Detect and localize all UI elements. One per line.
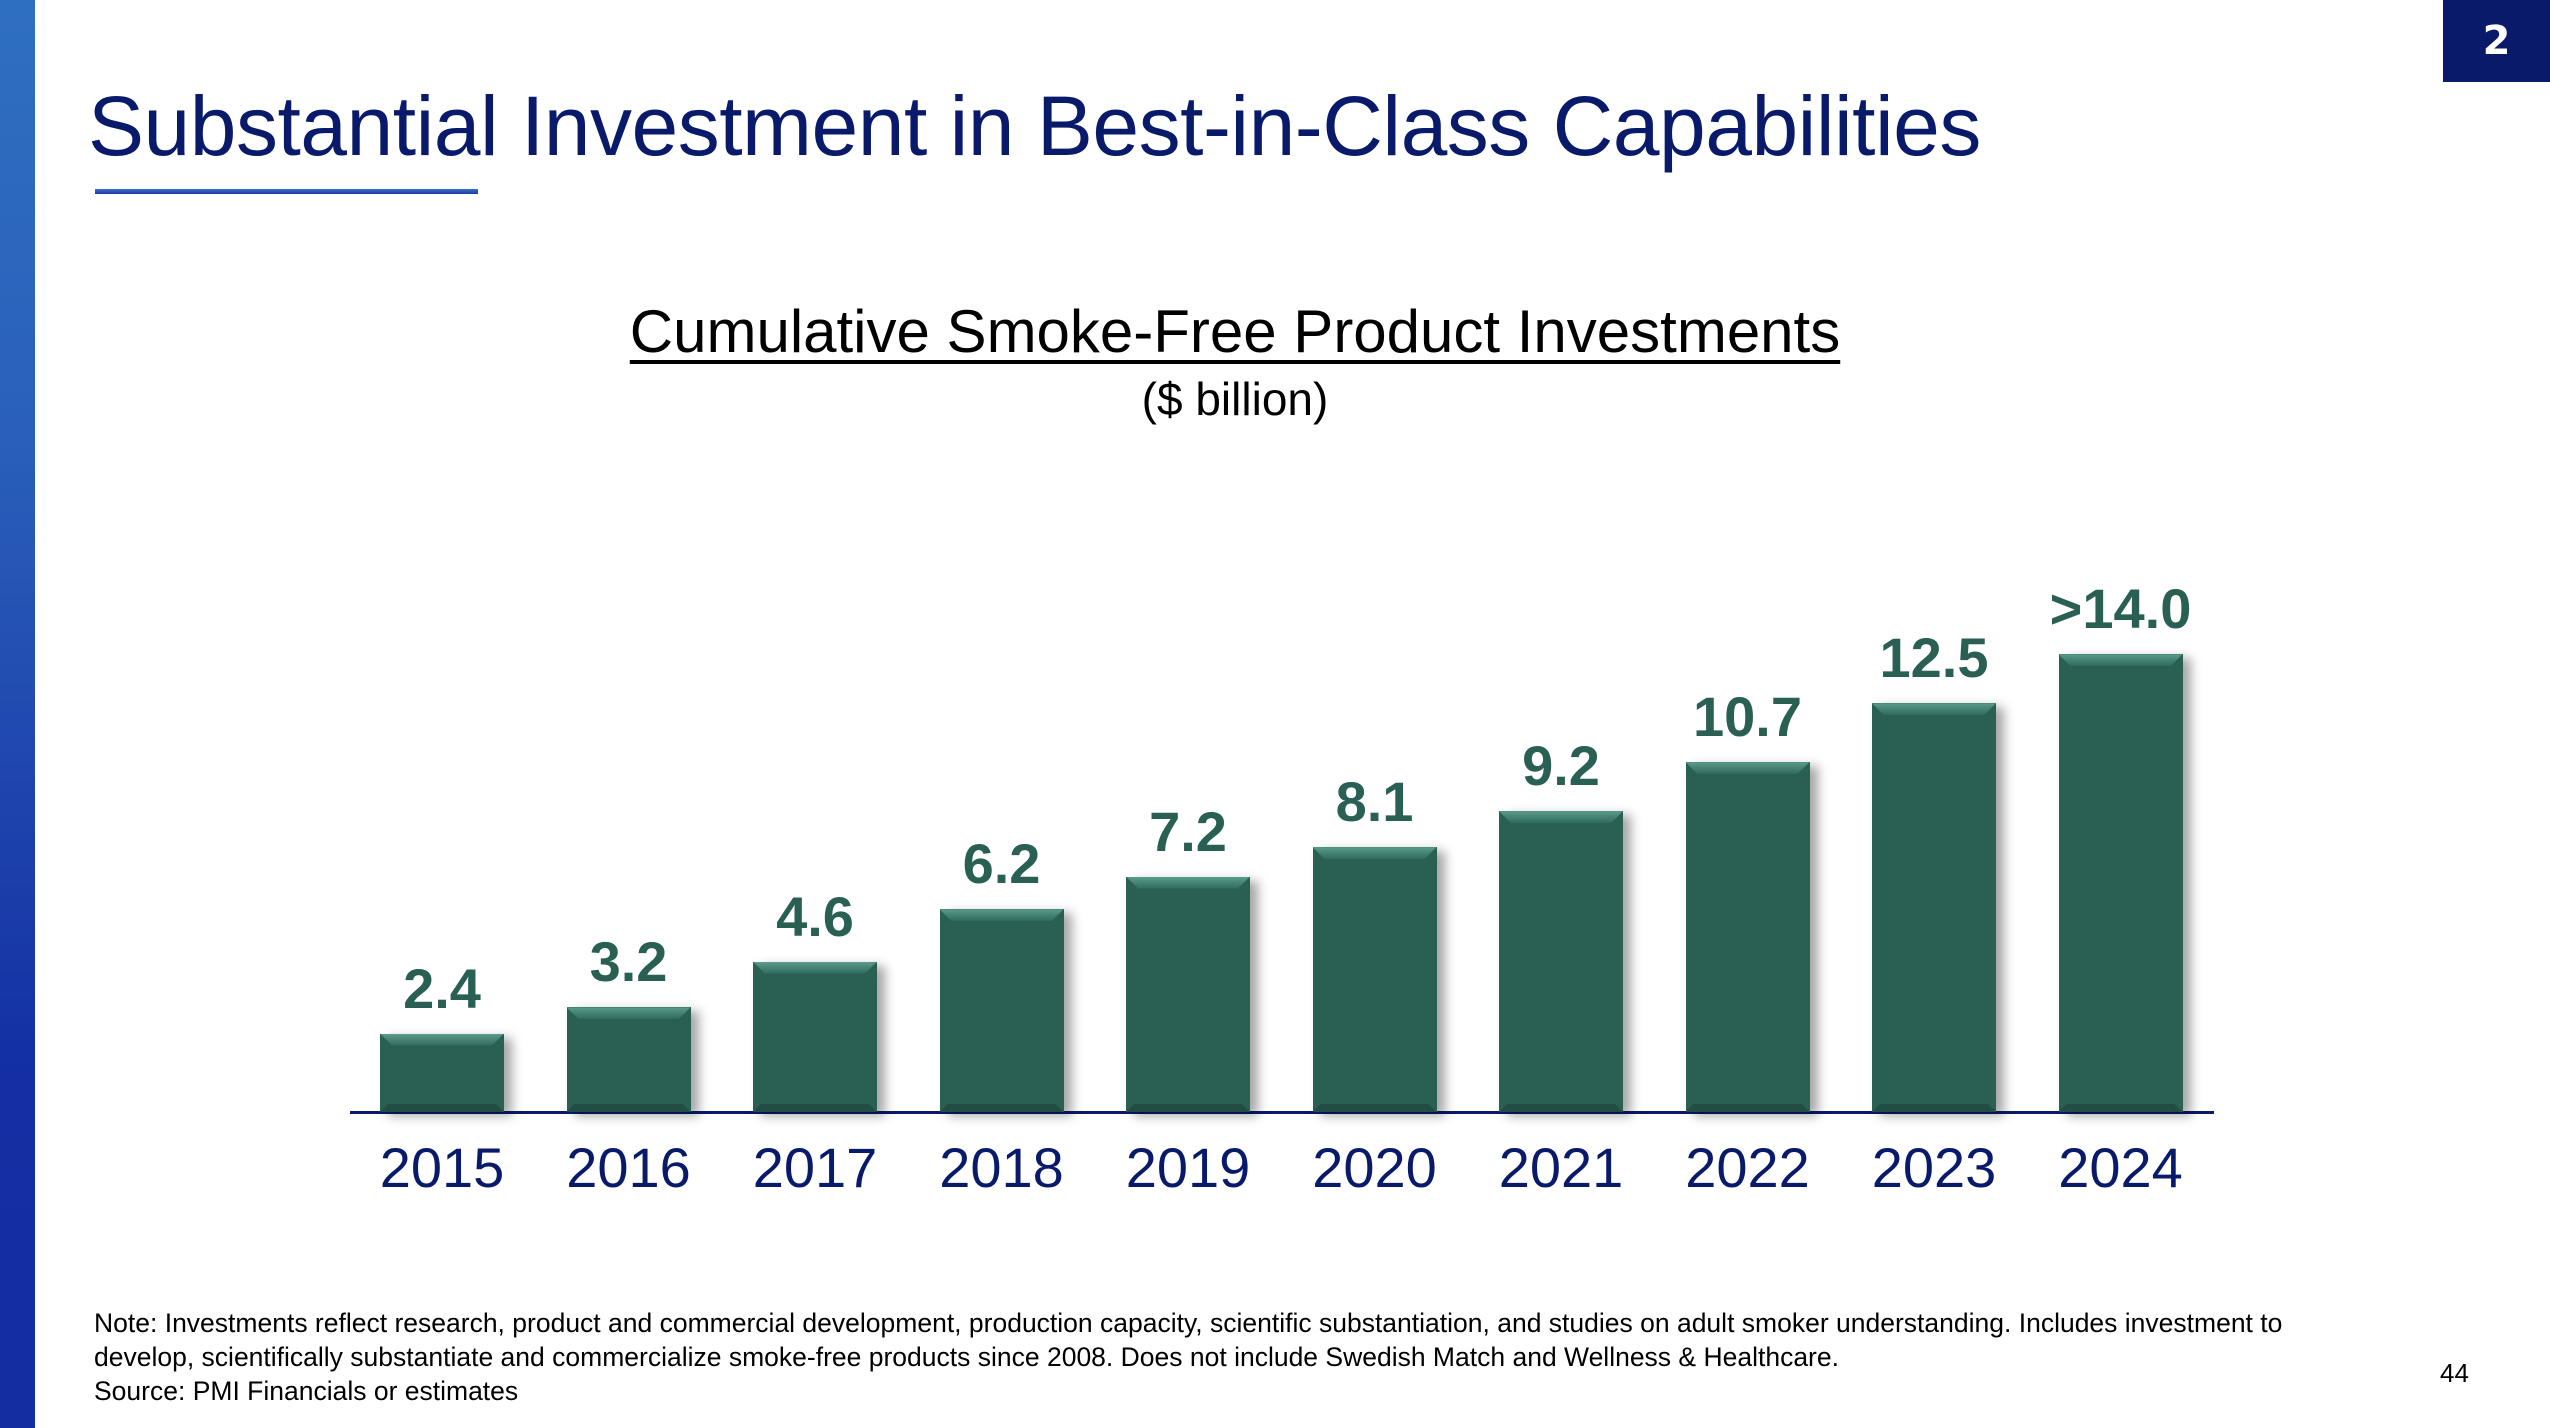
bar-2024	[2058, 654, 2183, 1112]
bar-value-label: 9.2	[1522, 734, 1600, 798]
bar-value-label: 4.6	[776, 884, 854, 948]
note-line-1: Note: Investments reflect research, prod…	[94, 1308, 2283, 1338]
left-accent-bar	[0, 0, 35, 1428]
bar-value-label: >14.0	[2049, 577, 2192, 641]
source-line: Source: PMI Financials or estimates	[94, 1376, 519, 1406]
chart-subtitle: ($ billion)	[1141, 373, 1329, 425]
bar-value-label: 12.5	[1879, 626, 1989, 690]
bar-value-label: 3.2	[589, 930, 668, 994]
x-axis-line	[350, 1111, 2214, 1114]
bar-2018	[939, 909, 1064, 1112]
bar-value-label: 10.7	[1693, 685, 1802, 749]
bar-2015	[380, 1033, 504, 1112]
x-tick-label: 2021	[1498, 1136, 1624, 1199]
bar-value-label: 2.4	[403, 956, 481, 1020]
x-tick-label: 2019	[1125, 1136, 1251, 1199]
section-badge: 2	[2443, 0, 2550, 82]
bar-2021	[1499, 811, 1623, 1112]
bar-value-label: 8.1	[1335, 770, 1414, 834]
x-tick-label: 2016	[566, 1136, 691, 1199]
x-tick-label: 2017	[752, 1136, 878, 1199]
note-line-2: develop, scientifically substantiate and…	[94, 1342, 1839, 1372]
slide-title: Substantial Investment in Best-in-Class …	[88, 79, 1981, 173]
page-number: 44	[2440, 1358, 2469, 1388]
x-tick-label: 2018	[939, 1136, 1064, 1199]
bar-2023	[1872, 703, 1996, 1112]
x-tick-label: 2020	[1312, 1136, 1437, 1199]
x-tick-label: 2023	[1871, 1136, 1997, 1199]
bar-2022	[1685, 762, 1810, 1112]
x-tick-label: 2022	[1685, 1136, 1810, 1199]
chart-title: Cumulative Smoke-Free Product Investment…	[629, 298, 1841, 365]
footnote: Note: Investments reflect research, prod…	[94, 1306, 2474, 1408]
bar-2017	[753, 961, 877, 1112]
bar-2016	[566, 1007, 691, 1112]
bar-value-label: 7.2	[1149, 799, 1227, 863]
title-underline	[95, 189, 478, 194]
x-tick-label: 2015	[379, 1136, 505, 1199]
x-tick-label: 2024	[2058, 1136, 2183, 1199]
bar-value-label: 6.2	[962, 832, 1041, 896]
bar-2020	[1312, 847, 1437, 1112]
bar-2019	[1126, 876, 1250, 1112]
